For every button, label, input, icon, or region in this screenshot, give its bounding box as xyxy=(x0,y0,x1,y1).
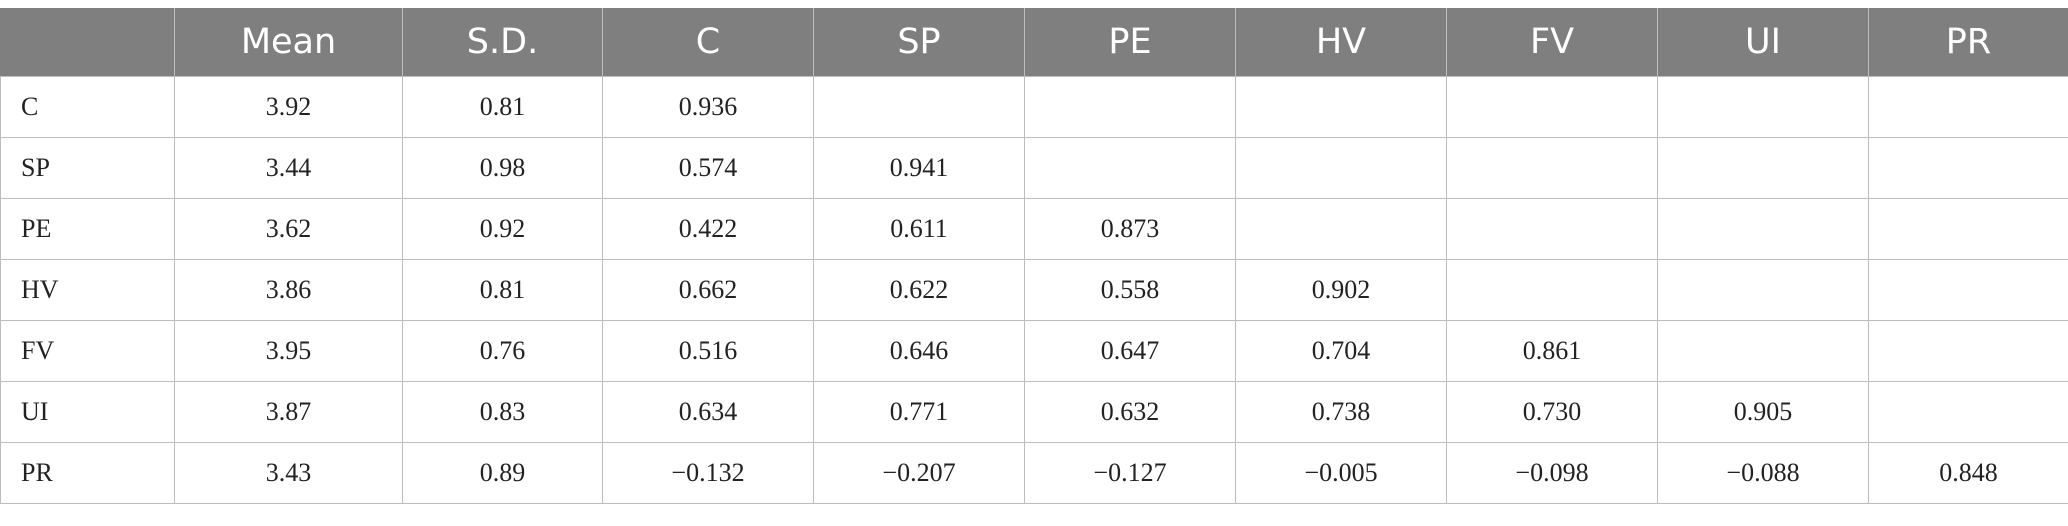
table-cell: 0.936 xyxy=(602,76,814,138)
row-header-cell: C xyxy=(0,76,175,138)
table-cell: 3.86 xyxy=(174,259,403,321)
table-cell xyxy=(1446,198,1658,260)
row-header-cell: PE xyxy=(0,198,175,260)
table-cell: 0.647 xyxy=(1024,320,1236,382)
table-cell: 0.730 xyxy=(1446,381,1658,443)
table-cell xyxy=(1235,198,1447,260)
table-cell xyxy=(1868,381,2068,443)
table-cell xyxy=(1024,137,1236,199)
table-cell: 0.558 xyxy=(1024,259,1236,321)
column-header: HV xyxy=(1235,8,1447,77)
table-cell: 3.62 xyxy=(174,198,403,260)
table-cell xyxy=(1868,320,2068,382)
table-cell: 3.95 xyxy=(174,320,403,382)
table-cell xyxy=(813,76,1025,138)
table-cell: 0.83 xyxy=(402,381,603,443)
table-cell xyxy=(1657,137,1869,199)
table-cell: 0.611 xyxy=(813,198,1025,260)
table-cell xyxy=(1657,320,1869,382)
header-corner-cell xyxy=(0,8,175,77)
table-header: Mean S.D. C SP PE HV FV UI PR xyxy=(0,8,2068,77)
table-cell: 0.861 xyxy=(1446,320,1658,382)
table-cell xyxy=(1235,76,1447,138)
row-header-cell: FV xyxy=(0,320,175,382)
table-cell: 3.87 xyxy=(174,381,403,443)
table-cell: 0.634 xyxy=(602,381,814,443)
header-row: Mean S.D. C SP PE HV FV UI PR xyxy=(0,8,2068,77)
table-cell: 3.92 xyxy=(174,76,403,138)
table-cell: 0.632 xyxy=(1024,381,1236,443)
table-cell: 0.76 xyxy=(402,320,603,382)
table-cell: 0.662 xyxy=(602,259,814,321)
table-row: HV 3.86 0.81 0.662 0.622 0.558 0.902 xyxy=(0,259,2068,321)
column-header: C xyxy=(602,8,814,77)
table-cell: 0.704 xyxy=(1235,320,1447,382)
table-row: UI 3.87 0.83 0.634 0.771 0.632 0.738 0.730 0.905 xyxy=(0,381,2068,443)
table-cell: −0.127 xyxy=(1024,442,1236,504)
table-row: PR 3.43 0.89 −0.132 −0.207 −0.127 −0.005 −0.098… xyxy=(0,442,2068,504)
correlation-table: Mean S.D. C SP PE HV FV UI PR C 3.92 0.81 0.936 SP 3.… xyxy=(0,8,2068,504)
table-cell xyxy=(1868,259,2068,321)
table-cell xyxy=(1657,259,1869,321)
table-cell: −0.098 xyxy=(1446,442,1658,504)
row-header-cell: HV xyxy=(0,259,175,321)
table-cell xyxy=(1235,137,1447,199)
table-row: C 3.92 0.81 0.936 xyxy=(0,76,2068,138)
column-header: PR xyxy=(1868,8,2068,77)
table-cell xyxy=(1446,137,1658,199)
table-cell: 3.44 xyxy=(174,137,403,199)
table-cell: 0.905 xyxy=(1657,381,1869,443)
table-cell: −0.207 xyxy=(813,442,1025,504)
table-cell: 3.43 xyxy=(174,442,403,504)
column-header: FV xyxy=(1446,8,1658,77)
correlation-table-container: Mean S.D. C SP PE HV FV UI PR C 3.92 0.81 0.936 SP 3.… xyxy=(0,8,2068,504)
table-cell xyxy=(1446,76,1658,138)
table-row: FV 3.95 0.76 0.516 0.646 0.647 0.704 0.861 xyxy=(0,320,2068,382)
row-header-cell: PR xyxy=(0,442,175,504)
table-cell: 0.738 xyxy=(1235,381,1447,443)
table-cell: −0.088 xyxy=(1657,442,1869,504)
table-cell: 0.81 xyxy=(402,76,603,138)
table-cell: 0.81 xyxy=(402,259,603,321)
column-header: SP xyxy=(813,8,1025,77)
table-cell: 0.848 xyxy=(1868,442,2068,504)
table-cell xyxy=(1868,137,2068,199)
table-body: C 3.92 0.81 0.936 SP 3.44 0.98 0.574 0.941 PE 3.62… xyxy=(0,76,2068,504)
table-cell: 0.941 xyxy=(813,137,1025,199)
table-cell: 0.574 xyxy=(602,137,814,199)
table-cell: 0.771 xyxy=(813,381,1025,443)
table-cell: 0.422 xyxy=(602,198,814,260)
column-header: Mean xyxy=(174,8,403,77)
table-cell: 0.98 xyxy=(402,137,603,199)
table-row: SP 3.44 0.98 0.574 0.941 xyxy=(0,137,2068,199)
table-cell: 0.902 xyxy=(1235,259,1447,321)
column-header: PE xyxy=(1024,8,1236,77)
column-header: S.D. xyxy=(402,8,603,77)
table-cell: 0.622 xyxy=(813,259,1025,321)
table-cell xyxy=(1868,76,2068,138)
row-header-cell: SP xyxy=(0,137,175,199)
row-header-cell: UI xyxy=(0,381,175,443)
table-cell: 0.873 xyxy=(1024,198,1236,260)
table-cell: −0.005 xyxy=(1235,442,1447,504)
table-cell: 0.516 xyxy=(602,320,814,382)
table-cell xyxy=(1024,76,1236,138)
table-cell xyxy=(1657,198,1869,260)
table-cell: 0.92 xyxy=(402,198,603,260)
table-cell: 0.89 xyxy=(402,442,603,504)
table-cell xyxy=(1657,76,1869,138)
table-cell: 0.646 xyxy=(813,320,1025,382)
table-cell xyxy=(1868,198,2068,260)
table-row: PE 3.62 0.92 0.422 0.611 0.873 xyxy=(0,198,2068,260)
table-cell: −0.132 xyxy=(602,442,814,504)
column-header: UI xyxy=(1657,8,1869,77)
table-cell xyxy=(1446,259,1658,321)
